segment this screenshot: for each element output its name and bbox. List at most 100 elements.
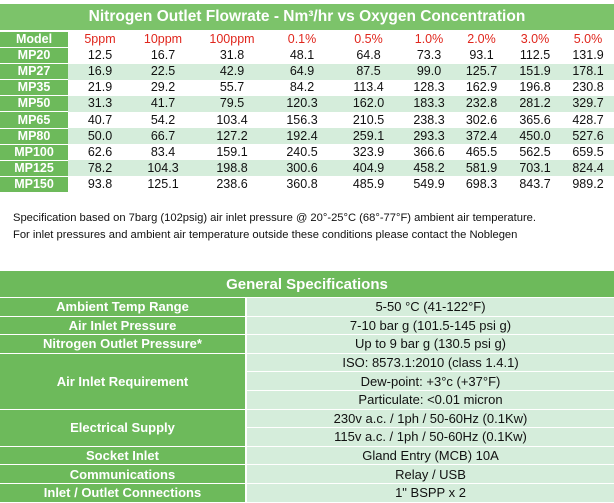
model-name: MP20 [0, 47, 68, 64]
flowrate-cell: 73.3 [403, 47, 455, 64]
flowrate-cell: 22.5 [132, 63, 194, 80]
flowrate-cell: 125.7 [455, 63, 508, 80]
spec-value: Gland Entry (MCB) 10A [246, 446, 614, 466]
spec-label: Nitrogen Outlet Pressure* [0, 334, 247, 354]
flowrate-cell: 128.3 [403, 79, 455, 96]
flowrate-cell: 112.5 [508, 47, 562, 64]
flowrate-cell: 428.7 [562, 111, 614, 129]
concentration-column-header: 0.5% [334, 32, 403, 49]
flowrate-cell: 198.8 [194, 160, 270, 177]
flowrate-cell: 698.3 [455, 176, 508, 192]
flowrate-cell: 156.3 [270, 111, 334, 129]
spec-value: Up to 9 bar g (130.5 psi g) [246, 334, 614, 354]
flowrate-cell: 50.0 [68, 128, 132, 145]
concentration-column-header: 10ppm [132, 32, 194, 49]
flowrate-cell: 64.8 [334, 47, 403, 64]
flowrate-cell: 323.9 [334, 144, 403, 161]
flowrate-cell: 29.2 [132, 79, 194, 96]
concentration-column-header: 1.0% [403, 32, 455, 49]
flowrate-cell: 64.9 [270, 63, 334, 80]
general-specifications-table: Ambient Temp Range 5-50 °C (41-122°F) Air … [0, 298, 614, 503]
table-row: MP50 31.3 41.7 79.5 120.3 162.0 183.3 232.8 281.… [0, 95, 614, 112]
concentration-column-header: 5ppm [68, 32, 132, 49]
spec-row: Dew-point: +3°c (+37°F) [0, 371, 614, 391]
flowrate-cell: 404.9 [334, 160, 403, 177]
flowrate-cell: 232.8 [455, 95, 508, 112]
model-name: MP50 [0, 95, 68, 112]
flowrate-cell: 103.4 [194, 111, 270, 129]
spec-value: 5-50 °C (41-122°F) [246, 298, 614, 317]
spec-row: Electrical Supply 230v a.c. / 1ph / 50-60… [0, 409, 614, 447]
spec-row: Socket Inlet Gland Entry (MCB) 10A [0, 446, 614, 466]
model-name: MP35 [0, 79, 68, 96]
flowrate-cell: 113.4 [334, 79, 403, 96]
flowrate-cell: 659.5 [562, 144, 614, 161]
flowrate-cell: 40.7 [68, 111, 132, 129]
concentration-column-header: 0.1% [270, 32, 334, 49]
flowrate-cell: 120.3 [270, 95, 334, 112]
flowrate-cell: 48.1 [270, 47, 334, 64]
table-row: MP65 40.7 54.2 103.4 156.3 210.5 238.3 302.6 365… [0, 111, 614, 129]
spec-label: Inlet / Outlet Connections [0, 483, 247, 503]
spec-label: Electrical Supply [0, 409, 247, 447]
flowrate-cell: 31.8 [194, 47, 270, 64]
flowrate-cell: 240.5 [270, 144, 334, 161]
model-name: MP65 [0, 111, 68, 129]
table-row: MP27 16.9 22.5 42.9 64.9 87.5 99.0 125.7 151.9 17… [0, 63, 614, 80]
flowrate-cell: 93.1 [455, 47, 508, 64]
flowrate-cell: 55.7 [194, 79, 270, 96]
model-name: MP100 [0, 143, 68, 161]
specification-note: Specification based on 7barg (102psig) a… [13, 210, 613, 244]
spec-value: 115v a.c. / 1ph / 50-60Hz (0.1Kw) [246, 427, 614, 447]
model-name: MP150 [0, 175, 68, 192]
flowrate-cell: 527.6 [562, 128, 614, 145]
flowrate-cell: 41.7 [132, 95, 194, 112]
flowrate-cell: 372.4 [455, 128, 508, 145]
flowrate-cell: 458.2 [403, 160, 455, 177]
table-row: MP20 12.5 16.7 31.8 48.1 64.8 73.3 93.1 112.5 131… [0, 47, 614, 64]
flowrate-cell: 104.3 [132, 160, 194, 177]
flowrate-cell: 12.5 [68, 47, 132, 64]
flowrate-cell: 329.7 [562, 95, 614, 112]
flowrate-cell: 62.6 [68, 144, 132, 161]
concentration-column-header: 3.0% [508, 32, 562, 49]
flowrate-cell: 183.3 [403, 95, 455, 112]
flowrate-cell: 450.0 [508, 128, 562, 145]
model-column-header: Model [0, 32, 68, 49]
spec-row: Nitrogen Outlet Pressure* Up to 9 bar g (… [0, 334, 614, 354]
spec-row: 115v a.c. / 1ph / 50-60Hz (0.1Kw) [0, 427, 614, 447]
flowrate-cell: 293.3 [403, 128, 455, 145]
spec-label: Air Inlet Pressure [0, 316, 247, 336]
concentration-column-header: 5.0% [562, 32, 614, 49]
flowrate-cell: 300.6 [270, 160, 334, 177]
table-row: MP150 93.8 125.1 238.6 360.8 485.9 549.9 698.3 8… [0, 175, 614, 192]
flowrate-cell: 238.6 [194, 176, 270, 192]
spec-label: Communications [0, 464, 247, 484]
note-line-1: Specification based on 7barg (102psig) a… [13, 212, 537, 224]
spec-value: 230v a.c. / 1ph / 50-60Hz (0.1Kw) [246, 409, 614, 429]
flowrate-cell: 83.4 [132, 144, 194, 161]
flowrate-cell: 99.0 [403, 63, 455, 80]
flowrate-cell: 151.9 [508, 63, 562, 80]
flowrate-cell: 302.6 [455, 111, 508, 129]
spec-row: Particulate: <0.01 micron [0, 390, 614, 410]
flowrate-cell: 843.7 [508, 176, 562, 192]
flowrate-cell: 366.6 [403, 144, 455, 161]
spec-label: Socket Inlet [0, 446, 247, 466]
table-row: MP80 50.0 66.7 127.2 192.4 259.1 293.3 372.4 450… [0, 127, 614, 145]
flowrate-cell: 196.8 [508, 79, 562, 96]
flowrate-cell: 192.4 [270, 128, 334, 145]
spec-value: 7-10 bar g (101.5-145 psi g) [246, 316, 614, 336]
spec-value: 1" BSPP x 2 [246, 483, 614, 503]
flowrate-cell: 259.1 [334, 128, 403, 145]
model-name: MP27 [0, 63, 68, 80]
flowrate-cell: 66.7 [132, 128, 194, 145]
general-specifications-title: General Specifications [0, 271, 614, 297]
flowrate-cell: 162.9 [455, 79, 508, 96]
flowrate-cell: 365.6 [508, 111, 562, 129]
spec-value: Particulate: <0.01 micron [246, 390, 614, 410]
table-row: MP35 21.9 29.2 55.7 84.2 113.4 128.3 162.9 196.8… [0, 79, 614, 96]
flowrate-cell: 162.0 [334, 95, 403, 112]
flowrate-cell: 16.9 [68, 63, 132, 80]
model-name: MP80 [0, 127, 68, 145]
